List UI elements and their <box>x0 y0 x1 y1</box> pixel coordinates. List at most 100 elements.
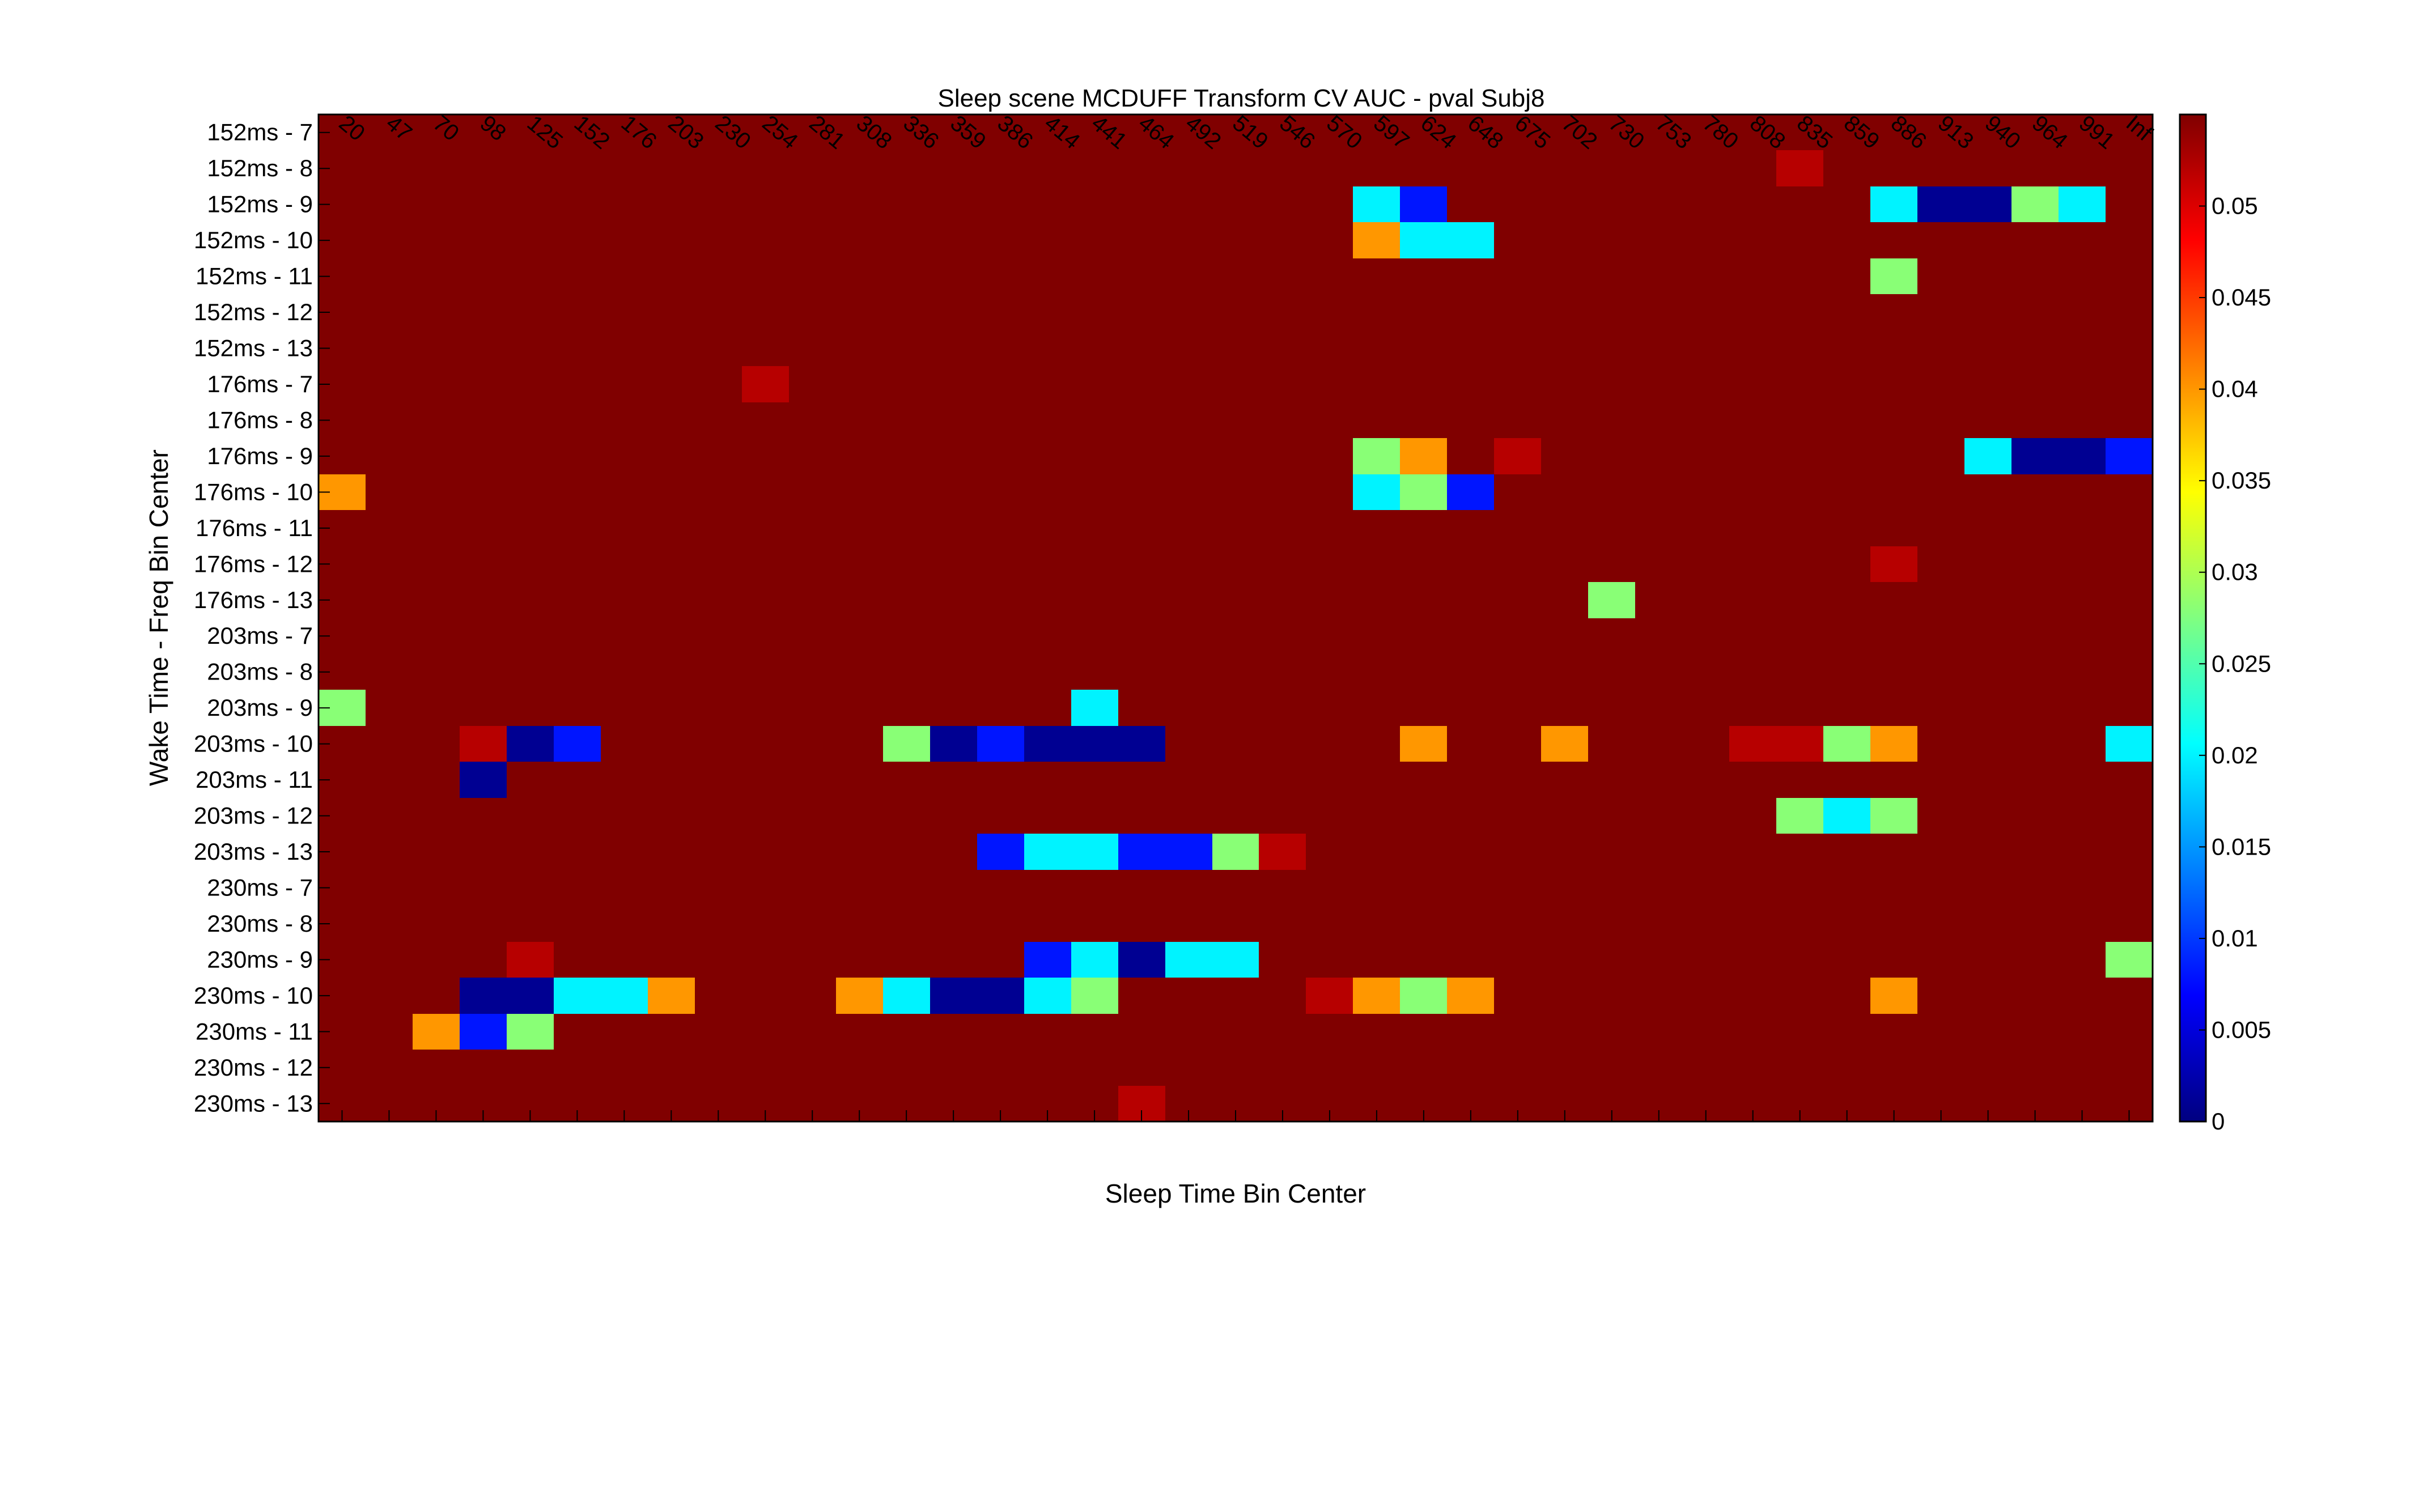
heatmap-cell <box>789 834 837 870</box>
heatmap-cell <box>1964 978 2012 1014</box>
heatmap-cell <box>648 150 695 187</box>
heatmap-cell <box>695 330 742 367</box>
heatmap-cell <box>1400 798 1448 834</box>
colorbar-tick-label: 0.015 <box>2212 833 2271 860</box>
heatmap-cell <box>1118 798 1166 834</box>
heatmap-cell <box>836 258 884 295</box>
heatmap-cell <box>930 258 978 295</box>
heatmap-cell <box>1118 582 1166 619</box>
heatmap-cell <box>1823 942 1871 978</box>
heatmap-cell <box>1400 186 1448 223</box>
heatmap-cell <box>836 438 884 475</box>
colorbar-tick-label: 0.035 <box>2212 467 2271 494</box>
heatmap-cell <box>1024 942 1072 978</box>
heatmap-cell <box>1071 258 1119 295</box>
y-tick-label: 152ms - 9 <box>207 191 313 218</box>
heatmap-cell <box>1588 762 1636 799</box>
heatmap-cell <box>742 690 790 727</box>
heatmap-cell <box>507 1014 554 1050</box>
heatmap-cell <box>1917 1014 1965 1050</box>
heatmap-cell <box>1353 294 1401 331</box>
heatmap-cell <box>695 510 742 547</box>
heatmap-cell <box>1071 366 1119 403</box>
heatmap-cell <box>1118 258 1166 295</box>
heatmap-cell <box>601 438 648 475</box>
heatmap-cell <box>2106 942 2153 978</box>
heatmap-cell <box>695 582 742 619</box>
heatmap-cell <box>1306 654 1353 690</box>
heatmap-cell <box>977 582 1025 619</box>
heatmap-cell <box>554 186 601 223</box>
heatmap-cell <box>883 258 931 295</box>
heatmap-cell <box>507 186 554 223</box>
heatmap-cell <box>1588 870 1636 906</box>
heatmap-cell <box>836 546 884 583</box>
heatmap-cell <box>366 654 413 690</box>
heatmap-cell <box>460 366 507 403</box>
heatmap-cell <box>1024 402 1072 439</box>
heatmap-cell <box>366 330 413 367</box>
heatmap-cell <box>648 330 695 367</box>
heatmap-cell <box>554 726 601 762</box>
heatmap-cell <box>695 834 742 870</box>
heatmap-cell <box>601 222 648 259</box>
heatmap-cell <box>1588 618 1636 655</box>
heatmap-cell <box>1165 366 1213 403</box>
heatmap-cell <box>1776 978 1824 1014</box>
heatmap-cell <box>1870 906 1918 942</box>
heatmap-cell <box>1494 762 1542 799</box>
heatmap-cell <box>1870 942 1918 978</box>
heatmap-cell <box>2106 654 2153 690</box>
heatmap-cell <box>1306 186 1353 223</box>
heatmap-cell <box>1635 906 1683 942</box>
heatmap-cell <box>1353 150 1401 187</box>
heatmap-cell <box>1964 1050 2012 1086</box>
heatmap-cell <box>1823 870 1871 906</box>
heatmap-cell <box>460 222 507 259</box>
heatmap-cell <box>1635 510 1683 547</box>
heatmap-cell <box>460 870 507 906</box>
heatmap-cell <box>836 906 884 942</box>
heatmap-cell <box>1165 186 1213 223</box>
y-tick-label: 230ms - 10 <box>194 982 313 1009</box>
heatmap-cell <box>1682 978 1730 1014</box>
heatmap-cell <box>1823 186 1871 223</box>
heatmap-cell <box>695 402 742 439</box>
heatmap-cell <box>1165 258 1213 295</box>
heatmap-cell <box>1494 366 1542 403</box>
heatmap-cell <box>930 834 978 870</box>
heatmap-cell <box>1165 834 1213 870</box>
heatmap-cell <box>1635 834 1683 870</box>
heatmap-cell <box>413 870 460 906</box>
heatmap-cell <box>554 942 601 978</box>
heatmap-cell <box>2059 510 2106 547</box>
heatmap-cell <box>1353 366 1401 403</box>
heatmap-cell <box>460 510 507 547</box>
heatmap-cell <box>366 366 413 403</box>
heatmap-cell <box>507 906 554 942</box>
heatmap-cell <box>1541 582 1589 619</box>
heatmap-cell <box>977 1050 1025 1086</box>
heatmap-cell <box>1165 906 1213 942</box>
heatmap-cell <box>1118 150 1166 187</box>
heatmap-cell <box>413 330 460 367</box>
heatmap-cell <box>2011 870 2059 906</box>
heatmap-cell <box>695 654 742 690</box>
heatmap-cell <box>460 186 507 223</box>
heatmap-cell <box>1588 582 1636 619</box>
heatmap-cell <box>1165 294 1213 331</box>
colorbar-gradient <box>2179 113 2207 1123</box>
heatmap-cell <box>1870 186 1918 223</box>
colorbar-tick-label: 0.005 <box>2212 1016 2271 1043</box>
heatmap-cell <box>883 870 931 906</box>
heatmap-cell <box>1870 150 1918 187</box>
heatmap-cell <box>2059 834 2106 870</box>
heatmap-cell <box>2106 510 2153 547</box>
heatmap-cell <box>695 942 742 978</box>
heatmap-cell <box>1400 366 1448 403</box>
heatmap-cell <box>1071 906 1119 942</box>
heatmap-cell <box>601 402 648 439</box>
heatmap-cell <box>601 150 648 187</box>
heatmap-cell <box>413 906 460 942</box>
heatmap-cell <box>1729 906 1777 942</box>
